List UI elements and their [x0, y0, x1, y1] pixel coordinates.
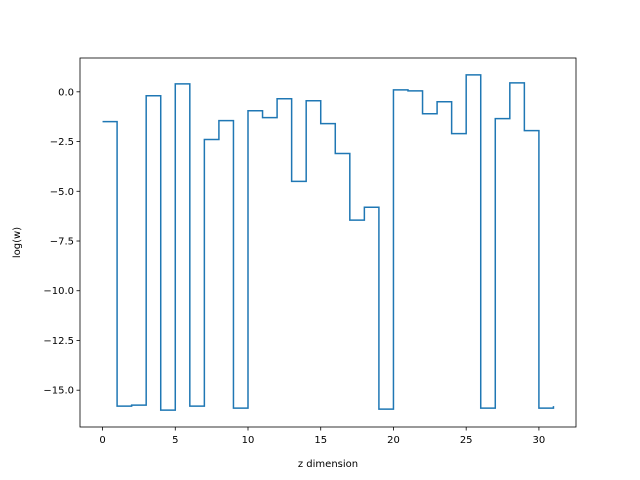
- plot-area: [80, 58, 576, 427]
- x-tick-label: 10: [242, 435, 255, 446]
- y-axis-ticks: 0.0 −2.5 −5.0 −7.5 −10.0 −12.5 −15.0: [43, 87, 80, 397]
- x-axis-label: z dimension: [298, 459, 358, 470]
- series-layer: [102, 74, 555, 411]
- y-tick-label: −7.5: [50, 237, 74, 248]
- x-tick-label: 0: [99, 435, 105, 446]
- y-tick-label: −5.0: [50, 187, 74, 198]
- x-tick-label: 5: [172, 435, 178, 446]
- y-tick-label: 0.0: [58, 87, 74, 98]
- x-tick-label: 30: [533, 435, 546, 446]
- y-tick-label: −10.0: [43, 286, 74, 297]
- x-axis-ticks: 0 5 10 15 20 25 30: [99, 427, 545, 446]
- y-axis-label: log(w): [12, 227, 23, 258]
- x-tick-label: 25: [460, 435, 473, 446]
- series-line: [102, 74, 555, 411]
- y-tick-label: −15.0: [43, 386, 74, 397]
- x-tick-label: 15: [314, 435, 327, 446]
- x-tick-label: 20: [387, 435, 400, 446]
- y-tick-label: −2.5: [50, 137, 74, 148]
- y-tick-label: −12.5: [43, 336, 74, 347]
- axes-frame: [79, 57, 577, 428]
